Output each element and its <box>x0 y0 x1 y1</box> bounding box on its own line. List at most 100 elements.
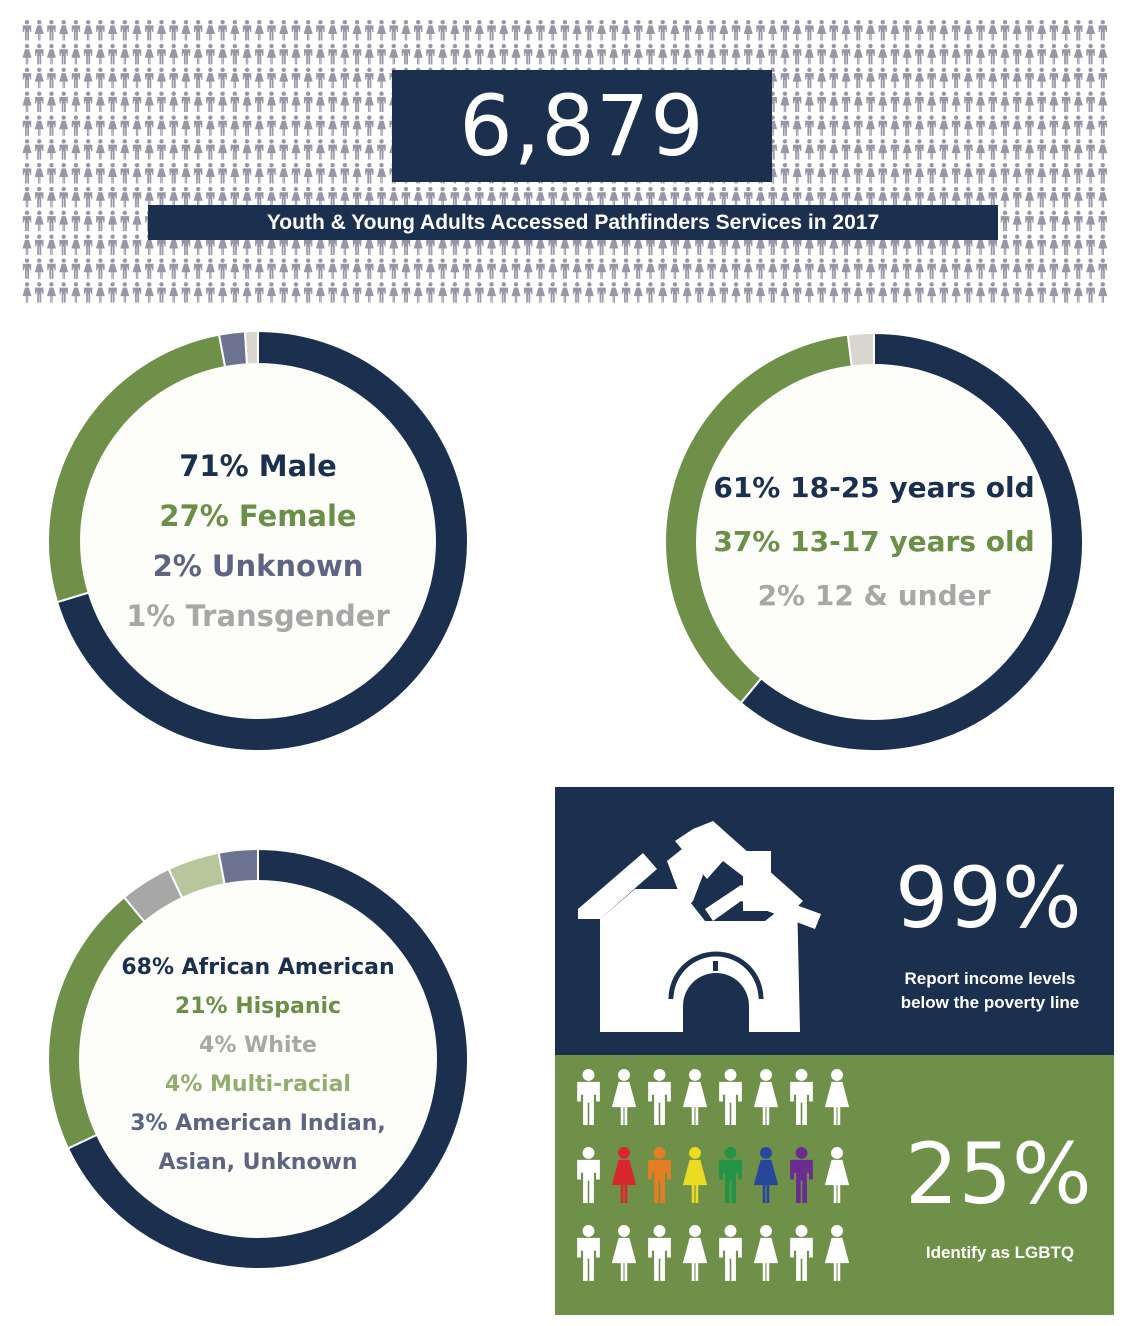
person-icon <box>95 91 105 112</box>
person-icon <box>377 91 386 112</box>
person-icon <box>426 282 435 303</box>
person-icon <box>744 43 753 65</box>
person-icon <box>230 67 240 89</box>
person-icon <box>841 115 851 136</box>
person-icon <box>316 163 325 184</box>
person-icon <box>83 258 93 279</box>
person-icon <box>572 43 582 65</box>
person-icon <box>71 139 81 160</box>
person-icon <box>804 91 814 112</box>
person-icon <box>963 67 973 89</box>
person-icon <box>731 20 741 41</box>
person-icon <box>597 282 606 303</box>
person-icon <box>1061 234 1071 255</box>
person-icon <box>242 20 252 41</box>
person-icon <box>450 20 460 41</box>
gender-inner-circle <box>80 363 436 719</box>
person-icon <box>780 258 790 279</box>
person-icon <box>96 20 105 41</box>
person-icon <box>279 20 289 41</box>
person-icon <box>682 1225 708 1281</box>
person-icon <box>193 139 203 160</box>
person-icon <box>255 43 264 65</box>
person-icon <box>1074 258 1083 279</box>
poverty-caption-line2: below the poverty line <box>900 993 1080 1012</box>
label-other-line2: Asian, Unknown <box>158 1150 358 1175</box>
person-icon <box>976 163 985 184</box>
person-icon <box>927 139 937 160</box>
person-icon <box>976 282 986 303</box>
person-icon <box>71 43 81 65</box>
person-icon <box>645 258 655 279</box>
person-icon <box>511 20 521 41</box>
person-icon <box>964 282 973 303</box>
person-icon <box>462 282 472 303</box>
person-icon <box>1098 67 1107 89</box>
person-icon <box>34 115 44 136</box>
person-icon <box>792 67 802 89</box>
person-icon <box>328 258 338 279</box>
person-icon <box>597 258 607 279</box>
person-icon <box>1000 163 1010 184</box>
person-icon <box>1024 186 1034 208</box>
person-icon <box>609 186 619 208</box>
person-icon <box>291 282 301 303</box>
person-icon <box>964 139 973 160</box>
person-icon <box>560 258 570 279</box>
person-icon <box>316 67 325 89</box>
person-icon <box>291 43 301 65</box>
person-icon <box>1000 210 1010 232</box>
total-count: 6,879 <box>459 77 705 175</box>
person-icon <box>22 234 32 255</box>
person-icon <box>266 139 277 160</box>
person-icon <box>866 282 875 303</box>
person-icon <box>22 210 32 232</box>
person-icon <box>206 282 215 303</box>
person-icon <box>230 115 240 136</box>
person-icon <box>83 234 93 255</box>
person-icon <box>315 91 325 112</box>
person-icon <box>377 258 387 279</box>
person-icon <box>1061 186 1071 208</box>
person-icon <box>634 20 643 41</box>
person-icon <box>976 258 985 279</box>
person-icon <box>682 1069 708 1125</box>
person-icon <box>47 115 56 136</box>
person-icon <box>1086 115 1096 136</box>
person-icon <box>939 67 949 89</box>
person-icon <box>364 91 374 112</box>
person-icon <box>988 20 998 41</box>
person-icon <box>1049 234 1059 255</box>
person-icon <box>205 163 215 184</box>
person-icon <box>35 139 44 160</box>
person-icon <box>841 282 851 303</box>
person-icon <box>22 186 32 208</box>
person-icon <box>499 282 508 303</box>
person-icon <box>853 43 863 65</box>
person-icon <box>364 43 374 65</box>
person-icon <box>156 20 166 41</box>
person-icon <box>291 163 301 184</box>
person-icon <box>1086 282 1095 303</box>
person-icon <box>648 1147 671 1203</box>
person-icon <box>577 1069 600 1125</box>
person-icon <box>753 1225 779 1281</box>
person-icon <box>1000 282 1010 303</box>
person-icon <box>1086 210 1096 232</box>
person-icon <box>279 91 288 112</box>
person-icon <box>646 43 655 65</box>
person-icon <box>719 282 729 303</box>
person-icon <box>609 258 619 279</box>
person-icon <box>939 20 949 41</box>
person-icon <box>352 186 362 208</box>
person-icon <box>156 115 166 136</box>
person-icon <box>181 91 191 112</box>
person-icon <box>71 258 81 279</box>
person-icon <box>780 186 790 208</box>
person-icon <box>83 139 93 160</box>
person-icon <box>804 139 814 160</box>
person-icon <box>59 163 69 184</box>
person-icon <box>255 282 264 303</box>
person-icon <box>866 43 875 65</box>
person-icon <box>824 1069 850 1125</box>
